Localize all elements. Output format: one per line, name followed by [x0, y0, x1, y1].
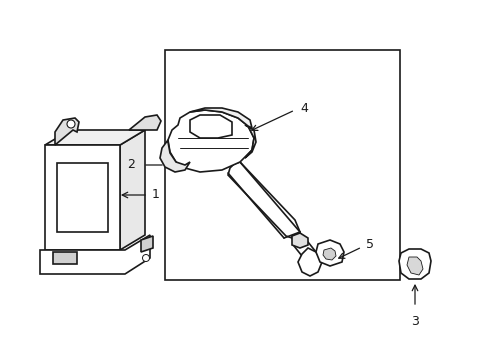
Polygon shape — [227, 162, 299, 238]
Polygon shape — [129, 115, 161, 130]
Text: 3: 3 — [410, 315, 418, 328]
Text: 5: 5 — [365, 238, 373, 251]
Polygon shape — [398, 249, 430, 279]
Polygon shape — [141, 236, 153, 252]
Text: 2: 2 — [127, 158, 135, 171]
Text: 1: 1 — [152, 189, 160, 202]
Circle shape — [67, 120, 75, 128]
Text: 4: 4 — [299, 102, 307, 114]
Polygon shape — [40, 235, 150, 274]
Polygon shape — [190, 115, 231, 138]
Polygon shape — [244, 125, 256, 158]
Polygon shape — [406, 257, 422, 275]
Polygon shape — [190, 108, 251, 128]
Polygon shape — [53, 252, 77, 264]
Polygon shape — [45, 130, 145, 145]
Polygon shape — [55, 118, 79, 145]
Polygon shape — [160, 140, 190, 172]
Polygon shape — [120, 130, 145, 250]
Polygon shape — [297, 248, 321, 276]
Polygon shape — [57, 163, 108, 232]
Polygon shape — [168, 110, 253, 172]
Bar — [164, 50, 399, 280]
Polygon shape — [315, 240, 343, 266]
Polygon shape — [323, 248, 335, 260]
Polygon shape — [291, 233, 315, 260]
Circle shape — [142, 255, 149, 261]
Polygon shape — [45, 145, 120, 250]
Polygon shape — [291, 233, 307, 248]
